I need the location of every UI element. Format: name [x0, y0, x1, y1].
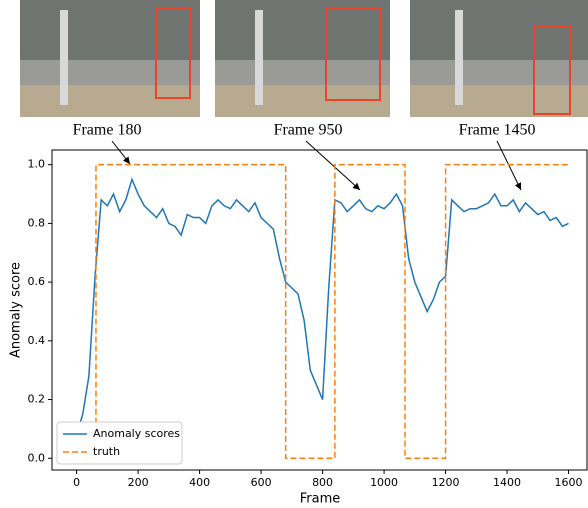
x-tick-label: 1600 [555, 476, 583, 489]
x-tick-label: 800 [312, 476, 333, 489]
x-tick-label: 600 [251, 476, 272, 489]
annotation: Frame 180 [73, 122, 142, 139]
legend-box [56, 421, 183, 465]
x-tick-label: 0 [73, 476, 80, 489]
frame-thumbnails [20, 0, 588, 117]
legend-label: truth [93, 445, 120, 458]
plot-frame [51, 149, 588, 471]
y-axis-label: Anomaly score [9, 262, 24, 358]
annotation: Frame 950 [274, 122, 343, 139]
x-tick-label: 1400 [493, 476, 521, 489]
annotation-arrow [111, 140, 131, 165]
y-tick-label: 0.2 [28, 393, 46, 406]
y-tick-label: 0.4 [28, 334, 46, 347]
data-line [75, 177, 569, 435]
y-tick-label: 0.8 [28, 216, 46, 229]
x-tick-label: 200 [128, 476, 149, 489]
legend-label: Anomaly scores [93, 427, 180, 440]
x-tick-label: 1200 [432, 476, 460, 489]
x-tick-label: 400 [189, 476, 210, 489]
y-tick-label: 1.0 [28, 158, 46, 171]
data-line [76, 163, 569, 460]
x-tick-label: 1000 [370, 476, 398, 489]
annotation-arrow [496, 140, 522, 191]
annotation: Frame 1450 [459, 122, 536, 139]
y-tick-label: 0.6 [28, 275, 46, 288]
x-axis-label: Frame [300, 492, 341, 507]
annotation-arrow [305, 140, 361, 191]
y-tick-label: 0.0 [28, 451, 46, 464]
